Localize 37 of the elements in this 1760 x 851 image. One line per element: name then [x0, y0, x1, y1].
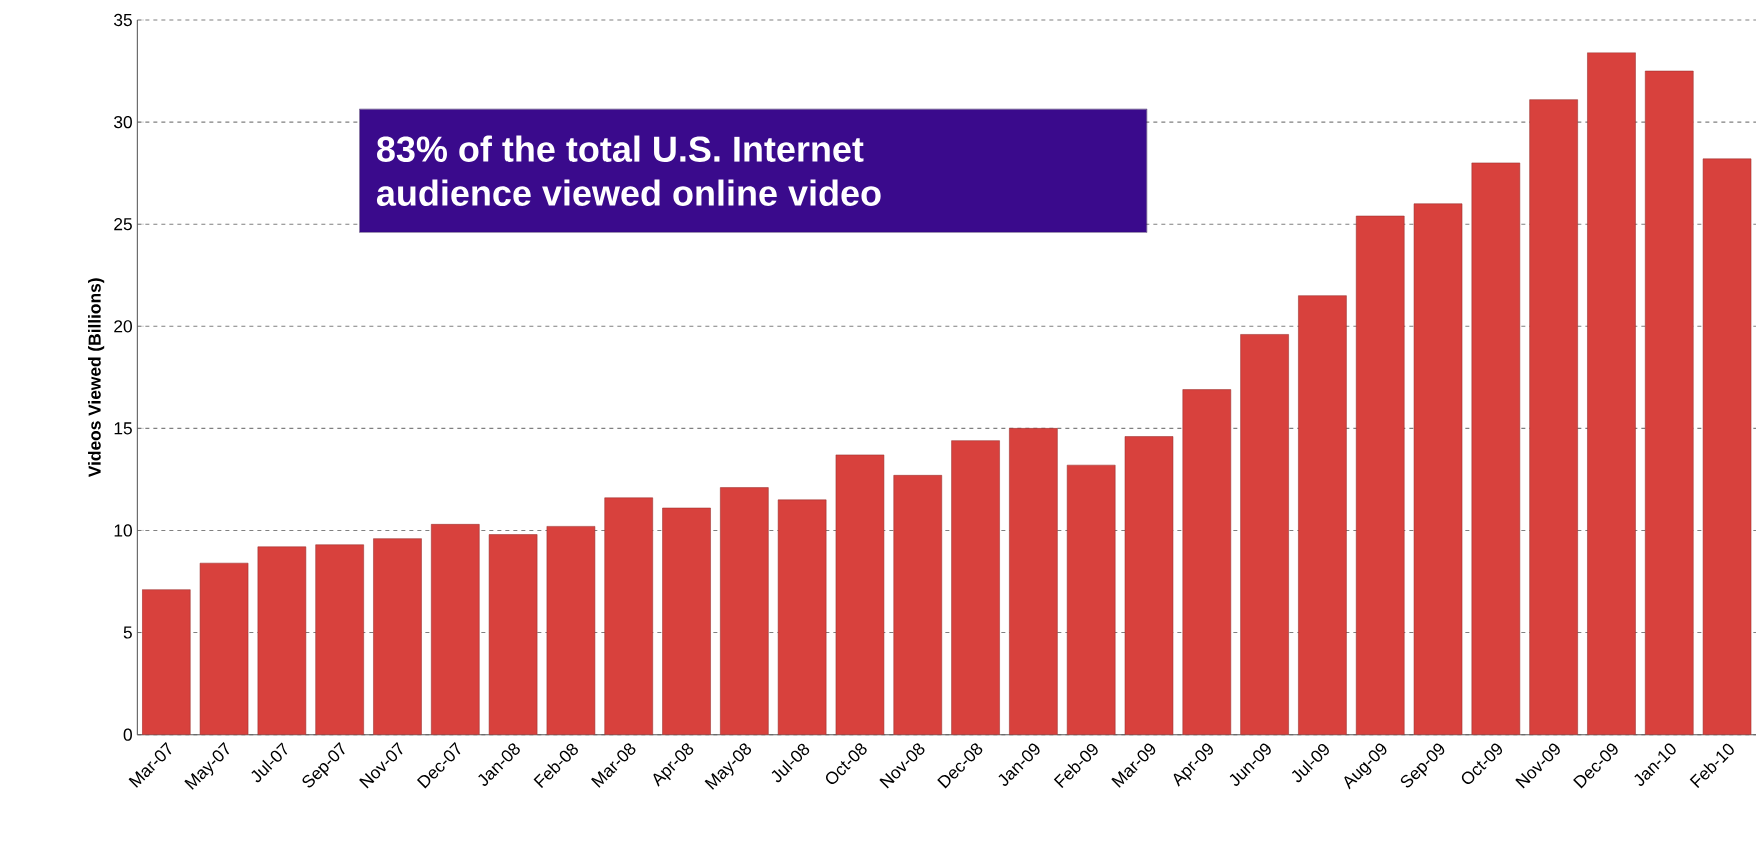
bar [1702, 158, 1752, 735]
y-tick-label: 20 [114, 320, 132, 333]
y-tick-label: 30 [114, 116, 132, 129]
bar [315, 544, 364, 735]
bar [257, 546, 307, 735]
bar [777, 499, 827, 735]
bar [431, 524, 480, 735]
bar [720, 487, 769, 735]
y-tick-label: 10 [114, 524, 132, 537]
bar [893, 475, 943, 735]
bar [1529, 99, 1578, 735]
bar [1240, 334, 1289, 735]
bar [373, 538, 422, 735]
bar [1298, 295, 1347, 735]
bar [662, 507, 711, 735]
bar [835, 454, 885, 735]
bar [1471, 162, 1521, 735]
bar [1182, 389, 1232, 735]
y-axis-title: Videos Viewed (Billions) [88, 278, 105, 478]
y-tick-label: 5 [123, 626, 132, 639]
bar [951, 440, 1000, 735]
bar [1066, 465, 1116, 735]
bar [1644, 70, 1694, 735]
bar [546, 526, 596, 735]
bar [1413, 203, 1463, 735]
bar [604, 497, 653, 735]
bar [1355, 215, 1405, 735]
y-tick-label: 0 [123, 728, 132, 741]
bar [1009, 428, 1058, 735]
bar [1587, 52, 1636, 735]
y-tick-label: 25 [114, 218, 132, 231]
bar [1124, 436, 1174, 735]
bar [141, 589, 191, 735]
bar [488, 534, 538, 735]
y-tick-label: 35 [114, 14, 132, 27]
bar [199, 563, 249, 735]
y-tick-label: 15 [114, 422, 132, 435]
